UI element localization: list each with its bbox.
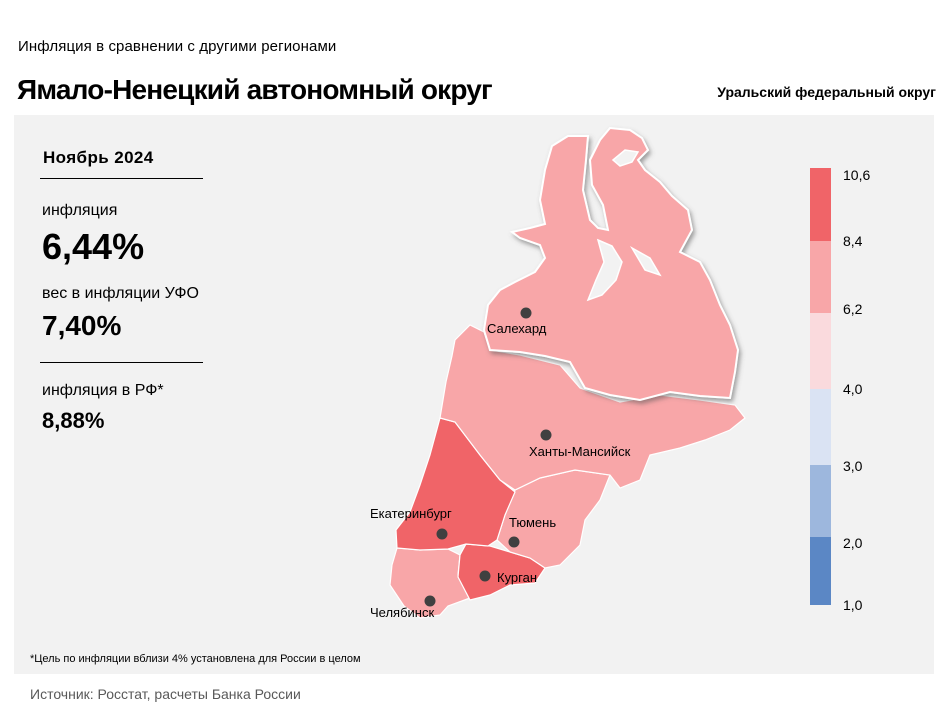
divider: [40, 178, 203, 179]
page-title: Ямало-Ненецкий автономный округ: [17, 74, 493, 105]
inflation-label: инфляция: [42, 202, 118, 219]
legend-bin: [810, 389, 831, 465]
city-marker: [520, 307, 532, 319]
legend-tick-label: 1,0: [843, 597, 863, 613]
weight-value: 7,40%: [42, 310, 122, 341]
city-label-tyumen: Тюмень: [509, 515, 556, 530]
rf-inflation-value: 8,88%: [42, 408, 105, 433]
city-label-kurgan: Курган: [497, 570, 537, 585]
rf-inflation-label: инфляция в РФ*: [42, 382, 164, 399]
region-khmao: [439, 324, 746, 491]
region-kurgan: [457, 543, 546, 601]
city-marker: [424, 595, 436, 607]
legend-bin: [810, 537, 831, 605]
city-marker: [436, 528, 448, 540]
city-label-ekaterinburg: Екатеринбург: [370, 506, 452, 521]
inflation-value: 6,44%: [42, 226, 145, 267]
legend-tick-label: 8,4: [843, 233, 863, 249]
city-marker: [508, 536, 520, 548]
legend-bin: [810, 465, 831, 537]
region-yanao: [482, 126, 740, 402]
city-label-salekhard: Салехард: [487, 321, 547, 336]
legend-tick-label: 6,2: [843, 301, 863, 317]
legend-tick-label: 10,6: [843, 167, 871, 183]
footnote: *Цель по инфляции вблизи 4% установлена …: [30, 653, 361, 665]
legend-tick-label: 3,0: [843, 458, 863, 474]
source-note: Источник: Росстат, расчеты Банка России: [30, 686, 301, 702]
city-label-khanty-mansiysk: Ханты-Мансийск: [529, 444, 631, 459]
divider: [40, 362, 203, 363]
city-marker: [540, 429, 552, 441]
legend-bin: [810, 241, 831, 313]
city-label-chelyabinsk: Челябинск: [370, 605, 434, 620]
federal-district-label: Уральский федеральный округ: [717, 84, 936, 100]
page-subtitle: Инфляция в сравнении с другими регионами: [18, 38, 337, 55]
legend-color-bar: [810, 168, 831, 605]
period-label: Ноябрь 2024: [43, 148, 154, 167]
legend-tick-label: 2,0: [843, 535, 863, 551]
legend-bin: [810, 168, 831, 241]
legend-tick-label: 4,0: [843, 381, 863, 397]
city-marker: [479, 570, 491, 582]
legend-bin: [810, 313, 831, 389]
weight-label: вес в инфляции УФО: [42, 285, 199, 302]
